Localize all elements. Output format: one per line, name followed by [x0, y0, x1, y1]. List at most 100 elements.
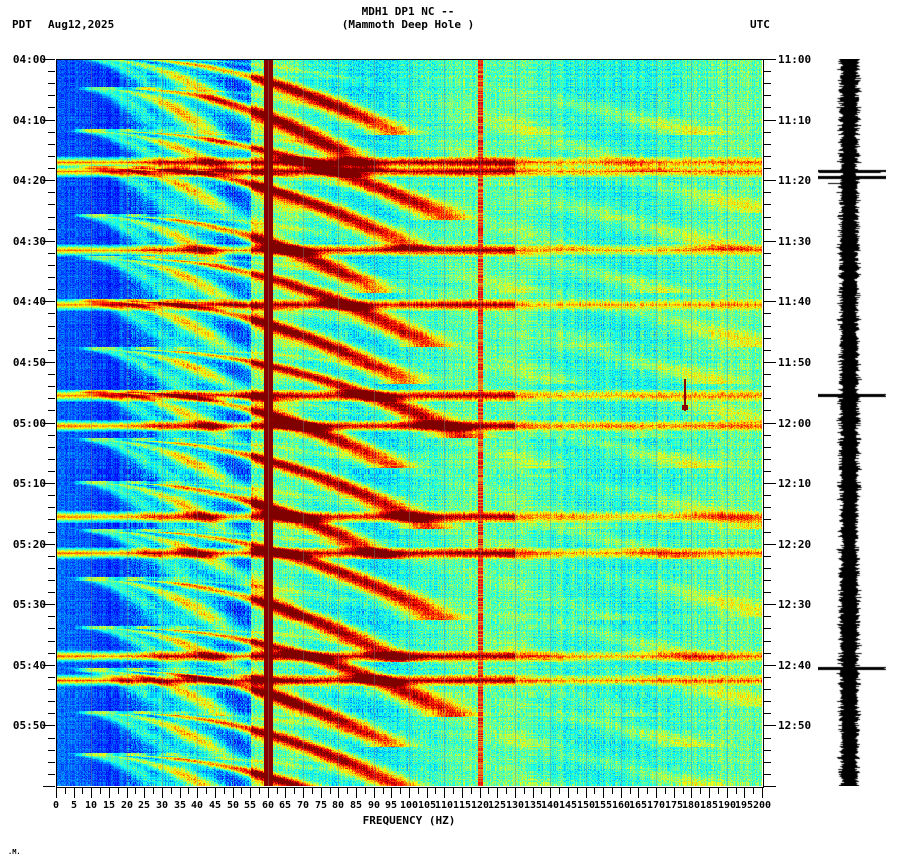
- y-tick-label-left: 04:00: [12, 53, 46, 66]
- x-tick-label: 150: [576, 800, 596, 811]
- x-tick-minor: [365, 787, 366, 794]
- y-tick-major-left: [43, 665, 55, 666]
- x-tick-label: 10: [84, 800, 98, 811]
- x-tick-label: 60: [261, 800, 275, 811]
- y-tick-minor-left: [48, 326, 55, 327]
- y-tick-minor-right: [764, 556, 771, 557]
- x-tick-label: 140: [540, 800, 560, 811]
- x-tick-label: 80: [331, 800, 345, 811]
- x-tick-label: 165: [628, 800, 648, 811]
- x-tick: [427, 787, 428, 798]
- x-tick-label: 155: [593, 800, 613, 811]
- y-tick-minor-right: [764, 204, 771, 205]
- y-tick-minor-left: [48, 192, 55, 193]
- y-tick-major-left: [43, 544, 55, 545]
- y-tick-minor-right: [764, 192, 771, 193]
- x-tick: [656, 787, 657, 798]
- x-tick: [215, 787, 216, 798]
- x-tick-label: 35: [173, 800, 187, 811]
- y-tick-minor-left: [48, 253, 55, 254]
- header-date: Aug12,2025: [48, 18, 115, 31]
- y-tick-minor-right: [764, 107, 771, 108]
- y-tick-minor-left: [48, 107, 55, 108]
- y-tick-major-left: [43, 120, 55, 121]
- y-tick-minor-left: [48, 289, 55, 290]
- y-tick-minor-left: [48, 374, 55, 375]
- x-tick: [285, 787, 286, 798]
- y-tick-minor-right: [764, 168, 771, 169]
- y-tick-minor-left: [48, 350, 55, 351]
- y-tick-minor-right: [764, 653, 771, 654]
- x-tick-label: 70: [296, 800, 310, 811]
- x-tick-label: 180: [681, 800, 701, 811]
- x-tick-minor: [559, 787, 560, 794]
- x-tick-minor: [612, 787, 613, 794]
- y-tick-minor-left: [48, 132, 55, 133]
- x-tick-minor: [506, 787, 507, 794]
- x-tick-minor: [65, 787, 66, 794]
- x-tick-label: 125: [487, 800, 507, 811]
- y-tick-minor-left: [48, 398, 55, 399]
- x-tick-minor: [647, 787, 648, 794]
- y-tick-minor-left: [48, 701, 55, 702]
- x-tick-label: 85: [349, 800, 363, 811]
- y-tick-minor-right: [764, 616, 771, 617]
- x-tick-label: 5: [70, 800, 78, 811]
- y-tick-minor-right: [764, 350, 771, 351]
- y-tick-label-left: 05:10: [12, 477, 46, 490]
- y-tick-minor-right: [764, 277, 771, 278]
- y-tick-minor-right: [764, 71, 771, 72]
- y-tick-minor-left: [48, 519, 55, 520]
- x-tick-minor: [171, 787, 172, 794]
- y-tick-minor-left: [48, 447, 55, 448]
- y-tick-minor-right: [764, 132, 771, 133]
- x-tick-minor: [471, 787, 472, 794]
- x-tick: [674, 787, 675, 798]
- x-tick-label: 170: [646, 800, 666, 811]
- x-tick: [480, 787, 481, 798]
- y-tick-minor-left: [48, 628, 55, 629]
- y-tick-label-right: 12:30: [778, 598, 812, 611]
- y-tick-label-left: 04:40: [12, 295, 46, 308]
- page-subtitle: (Mammoth Deep Hole ): [341, 18, 475, 31]
- x-tick: [762, 787, 763, 798]
- y-tick-minor-right: [764, 326, 771, 327]
- y-tick-minor-left: [48, 156, 55, 157]
- y-tick-minor-right: [764, 217, 771, 218]
- x-tick: [709, 787, 710, 798]
- y-tick-label-right: 11:40: [778, 295, 812, 308]
- y-tick-major-left: [43, 725, 55, 726]
- x-tick-minor: [100, 787, 101, 794]
- x-axis-title: FREQUENCY (HZ): [362, 814, 456, 827]
- y-tick-minor-left: [48, 313, 55, 314]
- x-tick-minor: [541, 787, 542, 794]
- y-tick-minor-left: [48, 410, 55, 411]
- y-tick-minor-left: [48, 83, 55, 84]
- seismic-amplitude-trace[interactable]: [818, 59, 886, 786]
- x-tick-minor: [259, 787, 260, 794]
- y-tick-minor-left: [48, 713, 55, 714]
- y-tick-minor-left: [48, 459, 55, 460]
- x-tick-label: 115: [452, 800, 472, 811]
- x-tick: [374, 787, 375, 798]
- y-tick-major-right: [764, 301, 776, 302]
- y-tick-minor-left: [48, 592, 55, 593]
- y-tick-major-left: [43, 301, 55, 302]
- spectrogram-image[interactable]: [56, 59, 762, 786]
- x-tick: [356, 787, 357, 798]
- y-tick-minor-left: [48, 217, 55, 218]
- y-tick-minor-left: [48, 95, 55, 96]
- x-tick: [586, 787, 587, 798]
- x-tick-minor: [577, 787, 578, 794]
- y-tick-minor-right: [764, 471, 771, 472]
- y-tick-minor-left: [48, 265, 55, 266]
- x-tick-minor: [488, 787, 489, 794]
- y-tick-minor-right: [764, 677, 771, 678]
- y-tick-minor-left: [48, 277, 55, 278]
- x-tick-label: 100: [399, 800, 419, 811]
- y-tick-major-right: [764, 725, 776, 726]
- y-tick-minor-left: [48, 507, 55, 508]
- x-tick-label: 105: [417, 800, 437, 811]
- y-tick-major-left: [43, 241, 55, 242]
